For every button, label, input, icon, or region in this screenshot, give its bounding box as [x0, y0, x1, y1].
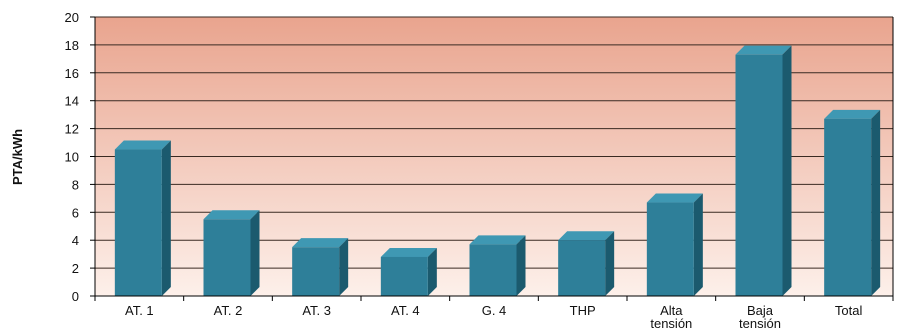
bar-top	[203, 210, 260, 220]
y-tick-label: 2	[72, 261, 79, 276]
bar-front	[114, 149, 162, 296]
bar	[203, 210, 260, 296]
x-tick-label: Total	[835, 303, 863, 318]
bar	[646, 193, 703, 296]
bar-side	[161, 140, 171, 296]
bar-front	[558, 240, 606, 296]
y-tick-label: 10	[65, 150, 79, 165]
bar	[824, 109, 881, 297]
bar-side	[605, 231, 615, 296]
x-tick-label: AT. 4	[391, 303, 420, 318]
x-tick-label: AT. 1	[125, 303, 154, 318]
x-tick-label: tensión	[739, 316, 781, 331]
y-tick-label: 4	[72, 233, 79, 248]
bar-top	[735, 45, 792, 55]
y-axis-label: PTA/kWh	[10, 129, 25, 185]
x-tick-label: AT. 3	[302, 303, 331, 318]
bar-side	[782, 45, 792, 296]
bar-top	[114, 140, 171, 150]
bar-front	[380, 256, 428, 296]
x-tick-label: AT. 2	[214, 303, 243, 318]
y-tick-label: 20	[65, 10, 79, 25]
bar-top	[558, 231, 615, 241]
axes	[90, 16, 894, 301]
y-tick-label: 8	[72, 177, 79, 192]
bar	[558, 231, 615, 296]
y-tick-label: 0	[72, 289, 79, 304]
y-tick-label: 6	[72, 205, 79, 220]
bar-side	[339, 238, 349, 296]
bar-side	[693, 193, 703, 296]
bar-top	[380, 247, 437, 257]
bar	[380, 247, 437, 296]
bar-side	[871, 109, 881, 297]
bars	[114, 45, 881, 297]
bar-front	[646, 202, 694, 296]
y-tick-label: 18	[65, 38, 79, 53]
y-tick-label: 12	[65, 122, 79, 137]
y-tick-label: 16	[65, 66, 79, 81]
x-tick-label: tensión	[650, 316, 692, 331]
bar-top	[469, 235, 526, 245]
bar-side	[516, 235, 526, 296]
labels: 0 2 4 6 8 10 12 14 16 18 20 AT. 1 AT. 2 AT. 3 AT. 4 G. …	[65, 10, 863, 331]
bar-front	[203, 219, 251, 296]
x-tick-label: Alta	[660, 303, 683, 318]
x-tick-label: THP	[570, 303, 596, 318]
bar	[469, 235, 526, 296]
x-tick-label: Baja	[747, 303, 774, 318]
bar-top	[824, 109, 881, 119]
bar-front	[735, 54, 783, 296]
bar-front	[469, 244, 517, 296]
bar	[114, 140, 171, 296]
y-tick-label: 14	[65, 94, 79, 109]
bar-side	[250, 210, 260, 296]
bar	[292, 238, 349, 296]
bar-top	[646, 193, 703, 203]
bar	[735, 45, 792, 296]
bar-front	[824, 118, 872, 297]
x-tick-label: G. 4	[482, 303, 507, 318]
bar-front	[292, 247, 340, 296]
bar-side	[427, 247, 437, 296]
bar-top	[292, 238, 349, 248]
